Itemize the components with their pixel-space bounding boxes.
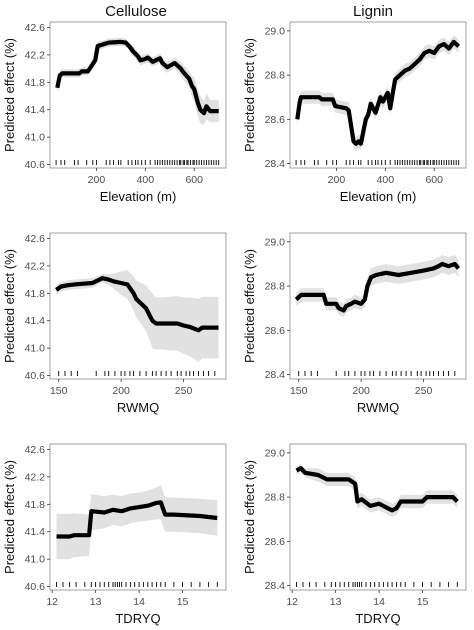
plot-frame — [289, 232, 467, 380]
confidence-band — [296, 463, 458, 517]
plot-area — [56, 485, 218, 587]
y-axis-label: Predicted effect (%) — [2, 38, 17, 152]
x-tick-label: 200 — [112, 385, 130, 397]
plot-area — [55, 270, 219, 376]
y-tick-label: 28.4 — [265, 580, 286, 592]
confidence-band — [297, 35, 459, 151]
y-tick-label: 28.4 — [265, 158, 286, 170]
y-tick-label: 42.2 — [25, 49, 46, 61]
y-tick-label: 40.6 — [25, 370, 46, 382]
x-tick-label: 15 — [177, 596, 189, 608]
x-tick-label: 13 — [330, 596, 342, 608]
x-axis-label: Elevation (m) — [340, 189, 417, 204]
y-axis-label: Predicted effect (%) — [2, 460, 17, 574]
y-tick-label: 28.8 — [265, 70, 286, 82]
y-tick-label: 41.0 — [25, 343, 46, 355]
plot-area — [295, 35, 461, 165]
effect-curve — [56, 500, 218, 539]
effect-curve — [55, 276, 219, 333]
plot-area — [295, 463, 459, 587]
y-tick-label: 41.4 — [25, 104, 46, 116]
column-title-lignin: Lignin — [353, 3, 393, 20]
y-tick-label: 42.6 — [25, 22, 46, 34]
y-tick-label: 40.6 — [25, 159, 46, 171]
y-tick-label: 42.2 — [25, 260, 46, 272]
x-tick-label: 150 — [290, 385, 308, 397]
x-tick-label: 600 — [185, 174, 203, 186]
x-axis-label: TDRYQ — [115, 611, 160, 626]
x-tick-label: 13 — [90, 596, 102, 608]
panel-4: 28.4 28.6 28.8 29.0 150 200 250 RWMQ Predicted e… — [242, 232, 467, 415]
x-tick-label: 200 — [88, 174, 106, 186]
effect-curve — [294, 261, 461, 313]
y-tick-label: 28.4 — [265, 369, 286, 381]
x-tick-label: 250 — [175, 385, 193, 397]
x-tick-label: 200 — [352, 385, 370, 397]
panel-5: 40.6 41.0 41.4 41.8 42.2 42.6 12 13 14 15 TDRYQ Pre… — [2, 443, 227, 626]
x-axis-label: Elevation (m) — [100, 189, 177, 204]
y-tick-label: 42.6 — [25, 233, 46, 245]
x-tick-label: 200 — [328, 174, 346, 186]
y-tick-label: 40.6 — [25, 581, 46, 593]
x-tick-label: 150 — [50, 385, 68, 397]
plot-frame — [289, 443, 467, 591]
y-axis-label: Predicted effect (%) — [242, 460, 257, 574]
y-tick-label: 41.4 — [25, 315, 46, 327]
x-tick-label: 600 — [425, 174, 443, 186]
panel-1: 40.6 41.0 41.4 41.8 42.2 42.6 200 400 600 Elevati… — [2, 21, 227, 204]
y-tick-label: 41.8 — [25, 499, 46, 511]
y-tick-label: 42.6 — [25, 444, 46, 456]
x-tick-label: 12 — [46, 596, 58, 608]
y-tick-label: 28.8 — [265, 281, 286, 293]
y-tick-label: 42.2 — [25, 471, 46, 483]
panel-2: 28.4 28.6 28.8 29.0 200 400 600 Elevation (m) Pr… — [242, 21, 467, 204]
x-tick-label: 250 — [415, 385, 433, 397]
y-axis-label: Predicted effect (%) — [242, 38, 257, 152]
effect-curve — [295, 466, 459, 513]
x-tick-label: 14 — [133, 596, 145, 608]
plot-area — [55, 37, 220, 165]
y-tick-label: 29.0 — [265, 236, 286, 248]
column-title-cellulose: Cellulose — [105, 3, 167, 20]
plot-area — [294, 255, 461, 376]
x-axis-label: RWMQ — [117, 400, 159, 415]
y-tick-label: 41.8 — [25, 77, 46, 89]
x-axis-label: TDRYQ — [355, 611, 400, 626]
x-tick-label: 14 — [373, 596, 385, 608]
confidence-band — [56, 270, 219, 362]
x-tick-label: 15 — [417, 596, 429, 608]
y-tick-label: 28.6 — [265, 536, 286, 548]
y-axis-label: Predicted effect (%) — [242, 249, 257, 363]
y-tick-label: 28.6 — [265, 114, 286, 126]
y-tick-label: 29.0 — [265, 447, 286, 459]
y-tick-label: 41.0 — [25, 554, 46, 566]
y-tick-label: 41.8 — [25, 288, 46, 300]
y-tick-label: 41.0 — [25, 132, 46, 144]
x-tick-label: 400 — [137, 174, 155, 186]
panel-grid: 40.6 41.0 41.4 41.8 42.2 42.6 200 400 600 Elevati… — [2, 21, 467, 626]
effect-curve — [295, 39, 461, 146]
panel-6: 28.4 28.6 28.8 29.0 12 13 14 15 TDRYQ Predicted e… — [242, 443, 467, 626]
effect-curve — [55, 39, 219, 116]
x-tick-label: 12 — [286, 596, 298, 608]
y-tick-label: 28.6 — [265, 325, 286, 337]
x-tick-label: 400 — [377, 174, 395, 186]
confidence-band — [56, 485, 218, 560]
y-tick-label: 41.4 — [25, 526, 46, 538]
x-axis-label: RWMQ — [357, 400, 399, 415]
panel-3: 40.6 41.0 41.4 41.8 42.2 42.6 150 200 250 RWMQ Pre… — [2, 232, 227, 415]
y-tick-label: 28.8 — [265, 492, 286, 504]
y-axis-label: Predicted effect (%) — [2, 249, 17, 363]
y-tick-label: 29.0 — [265, 25, 286, 37]
